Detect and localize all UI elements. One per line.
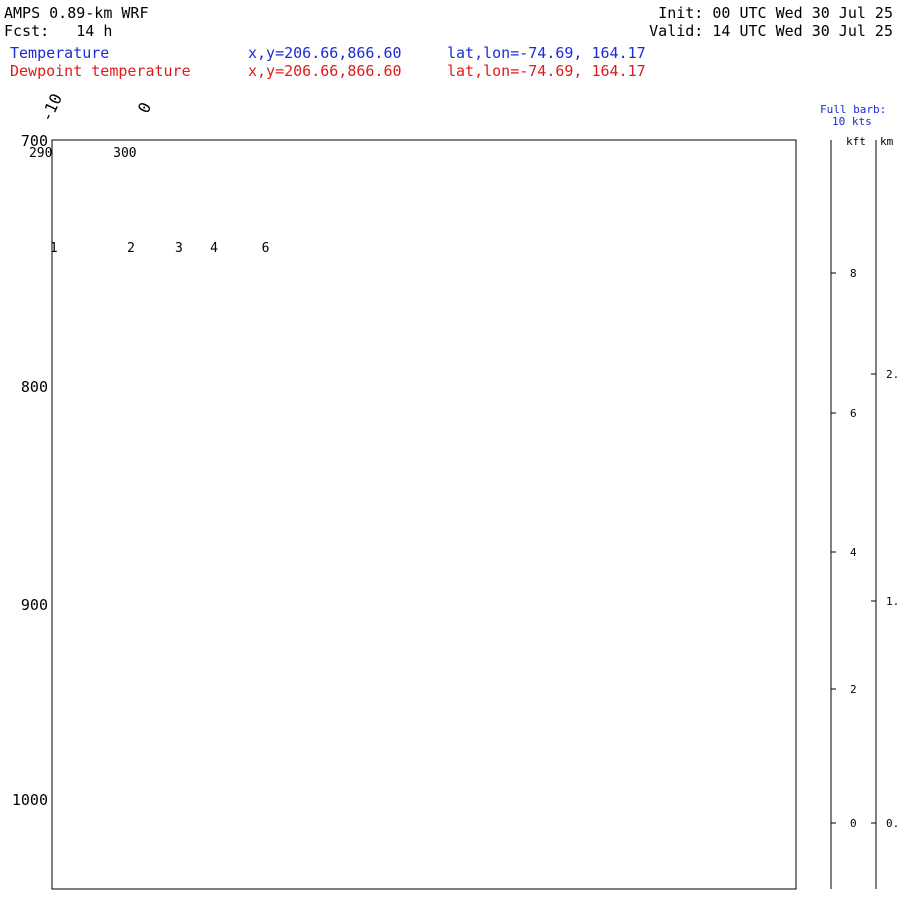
- dry-adiabat-270: [0, 0, 700, 1]
- isotherm-30: [333, 0, 900, 1]
- moist-adiabat-0: [0, 0, 732, 21]
- dry-adiabat-230: [0, 0, 321, 1]
- dry-adiabat-220: [0, 0, 226, 1]
- mixing-ratio-label-8: 6: [262, 241, 270, 256]
- pressure-tick-900: 900: [21, 596, 48, 614]
- moist-adiabat-25: [135, 0, 900, 21]
- valid-time: Valid: 14 UTC Wed 30 Jul 25: [649, 22, 893, 40]
- dry-adiabat-200: [0, 0, 37, 1]
- mixing-ratio-line-3: [0, 0, 437, 1]
- dewpoint-latlon: lat,lon=-74.69, 164.17: [447, 62, 646, 80]
- isotherm-20: [240, 0, 874, 1]
- isotherm-50: [520, 0, 900, 1]
- moist-adiabat-30: [195, 0, 900, 21]
- moist-adiabat--10: [0, 0, 643, 21]
- kft-axis-label: kft: [846, 135, 866, 148]
- mixing-ratio-line-4: [0, 0, 534, 1]
- isotherm--50: [0, 0, 221, 1]
- dry-adiabat-290: [0, 0, 890, 1]
- mixing-ratio-label-7: 4: [210, 241, 218, 256]
- isotherm--60: [0, 0, 128, 1]
- isotherm--70: [0, 0, 35, 1]
- mixing-ratio-line-8: [56, 0, 754, 1]
- dry-adiabat-210: [0, 0, 132, 1]
- pressure-tick-1000: 1000: [12, 791, 48, 809]
- isotherm--20: [0, 0, 501, 1]
- barb-legend-line2: 10 kts: [832, 115, 872, 128]
- temperature-legend: Temperature: [10, 44, 110, 62]
- dry-adiabat-320: [145, 0, 900, 1]
- kft-tick-0: 0: [850, 817, 857, 830]
- plot-frame: [51, 139, 797, 890]
- moist-adiabat--15: [0, 0, 598, 21]
- barb-legend-line1: Full barb:: [820, 103, 886, 116]
- temperature-latlon: lat,lon=-74.69, 164.17: [447, 44, 646, 62]
- moist-adiabat-20: [72, 0, 900, 21]
- dewpoint-legend: Dewpoint temperature: [10, 62, 191, 80]
- km-tick-0: 2.: [886, 368, 899, 381]
- mixing-ratio-line-6: [0, 0, 664, 1]
- mixing-ratio-line-7: [5, 0, 700, 1]
- moist-adiabat--30: [0, 0, 461, 21]
- km-axis-label: km: [880, 135, 894, 148]
- dry-adiabat-250: [0, 0, 511, 1]
- moist-adiabat-5: [0, 0, 776, 21]
- dry-adiabat-240: [0, 0, 416, 1]
- dry-adiabat-310: [62, 0, 900, 1]
- mixing-ratio-line-5: [0, 0, 614, 1]
- isotherm--10: [0, 0, 594, 1]
- pressure-tick-700: 700: [21, 132, 48, 150]
- moist-adiabat-10: [0, 0, 820, 21]
- kft-tick-6: 6: [850, 407, 857, 420]
- isotherm-0: [54, 0, 688, 1]
- dry-adiabat-280: [0, 0, 795, 1]
- temperature-tick--10: -10: [37, 91, 66, 125]
- theta-label-7: 290: [29, 146, 52, 161]
- moist-adiabat-15: [6, 0, 864, 21]
- mixing-ratio-label-4: 1: [50, 241, 58, 256]
- mixing-ratio-label-6: 3: [175, 241, 183, 256]
- forecast-hour: Fcst: 14 h: [4, 22, 113, 40]
- isotherm-10: [147, 0, 781, 1]
- init-time: Init: 00 UTC Wed 30 Jul 25: [658, 4, 893, 22]
- kft-tick-4: 4: [850, 546, 857, 559]
- km-tick-1: 1.: [886, 595, 899, 608]
- moist-adiabat--25: [0, 0, 507, 21]
- moist-adiabat-35: [252, 0, 900, 21]
- dewpoint-xy: x,y=206.66,866.60: [248, 62, 402, 80]
- dry-adiabat-300: [0, 0, 900, 1]
- mixing-ratio-line-1: [0, 0, 305, 1]
- mixing-ratio-line-2: [0, 0, 369, 1]
- moist-adiabat-40: [306, 0, 900, 21]
- temperature-xy: x,y=206.66,866.60: [248, 44, 402, 62]
- km-tick-2: 0.: [886, 817, 899, 830]
- pressure-tick-800: 800: [21, 378, 48, 396]
- dry-adiabat-260: [0, 0, 605, 1]
- moist-adiabat--20: [0, 0, 553, 21]
- temperature-tick-0: 0: [134, 99, 155, 116]
- isotherm-40: [426, 0, 900, 1]
- kft-tick-8: 8: [850, 267, 857, 280]
- dry-adiabat-330: [227, 0, 900, 1]
- isotherm--30: [0, 0, 408, 1]
- kft-tick-2: 2: [850, 683, 857, 696]
- theta-label-8: 300: [113, 146, 136, 161]
- moist-adiabat--5: [0, 0, 687, 21]
- isotherm--40: [0, 0, 314, 1]
- model-title: AMPS 0.89-km WRF: [4, 4, 149, 22]
- mixing-ratio-label-5: 2: [127, 241, 135, 256]
- mixing-ratio-line-0: [0, 0, 245, 1]
